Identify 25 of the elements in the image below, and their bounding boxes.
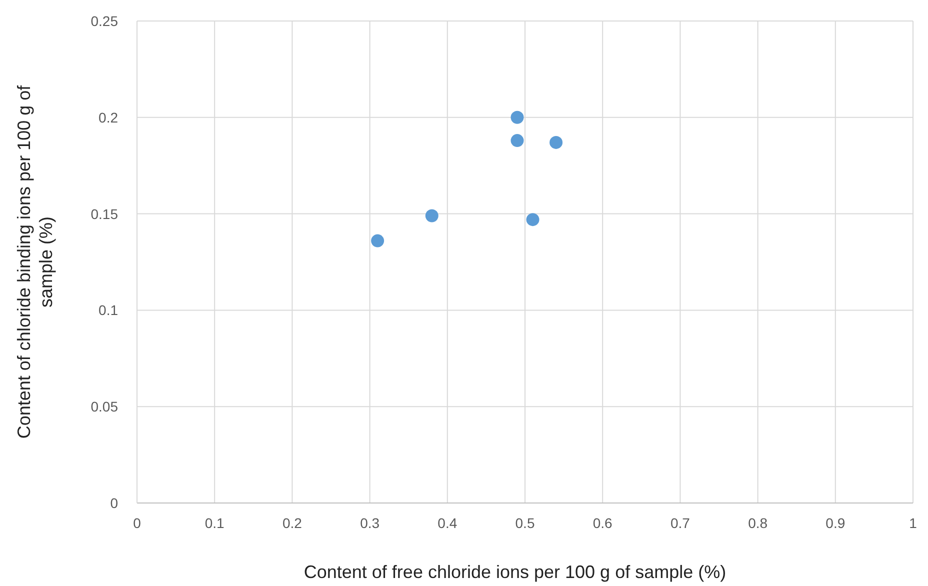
y-tick-label: 0.05 [90, 398, 118, 415]
point [510, 110, 524, 124]
y-tick-label: 0.15 [90, 206, 118, 222]
y-tick-label: 0.1 [98, 302, 118, 318]
point [526, 213, 540, 226]
x-tick-label: 0.5 [515, 515, 535, 531]
x-axis-title: Content of free chloride ions per 100 g of sample (%) [304, 562, 726, 582]
x-tick-label: 0.9 [826, 515, 846, 531]
point [510, 134, 524, 148]
y-tick-label: 0 [110, 495, 118, 511]
y-tick-label: 0.25 [90, 13, 118, 29]
x-tick-label: 0.2 [282, 515, 302, 531]
x-tick-label: 0.8 [748, 515, 768, 531]
point [425, 209, 438, 222]
x-tick-label: 1 [909, 515, 918, 531]
x-tick-label: 0.4 [438, 515, 458, 531]
x-tick-label: 0.1 [204, 515, 225, 531]
x-tick-label: 0.7 [670, 515, 690, 531]
point [550, 136, 563, 149]
x-tick-label: 0.3 [360, 515, 380, 531]
y-axis-title: Content of chloride binding ions per 100 g of sample (%) [14, 84, 56, 439]
x-tick-label: 0.6 [592, 515, 613, 531]
point [371, 234, 384, 248]
y-tick-label: 0.2 [98, 109, 118, 126]
x-tick-label: 0 [133, 515, 142, 531]
